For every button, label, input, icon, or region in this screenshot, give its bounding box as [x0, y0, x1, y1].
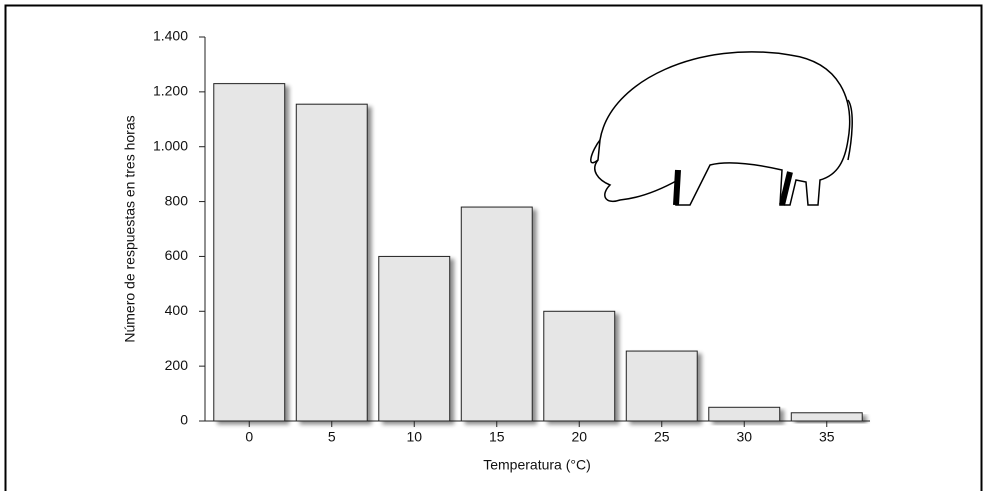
y-tick-label: 1.400 [153, 28, 188, 44]
x-tick-label: 25 [654, 429, 670, 445]
y-tick-label: 200 [165, 357, 189, 373]
x-tick-label: 30 [736, 429, 752, 445]
x-tick-label: 5 [328, 429, 336, 445]
x-tick-label: 20 [571, 429, 587, 445]
bar [626, 351, 697, 421]
bar [544, 311, 615, 421]
x-tick-label: 15 [489, 429, 505, 445]
chart: Temperatura (°C) Número de respuestas en… [0, 0, 987, 491]
x-tick-label: 35 [819, 429, 835, 445]
y-tick-label: 600 [165, 247, 189, 263]
page: {"chart_data": {"type": "bar", "categori… [0, 0, 987, 491]
y-tick-label: 400 [165, 302, 189, 318]
y-tick-label: 1.200 [153, 83, 188, 99]
bar [214, 84, 285, 421]
x-tick-label: 10 [406, 429, 422, 445]
x-tick-label: 0 [245, 429, 253, 445]
pig-illustration [591, 52, 852, 205]
y-tick-label: 0 [180, 412, 188, 428]
bar [379, 256, 450, 421]
bar [461, 207, 532, 421]
bar [791, 413, 862, 421]
bar [296, 104, 367, 421]
x-axis-title: Temperatura (°C) [483, 457, 591, 473]
bar [709, 407, 780, 421]
y-axis-title: Número de respuestas en tres horas [122, 115, 138, 342]
y-tick-label: 1.000 [153, 137, 188, 153]
y-tick-label: 800 [165, 192, 189, 208]
